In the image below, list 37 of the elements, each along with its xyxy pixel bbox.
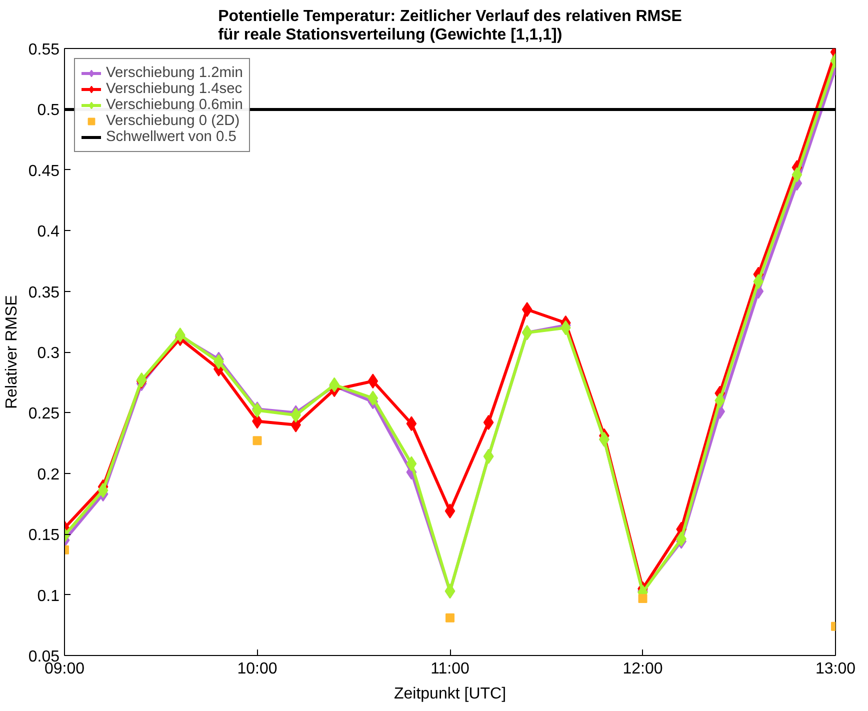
point: [792, 167, 802, 182]
point: [753, 274, 764, 290]
legend-label: Verschiebung 1.4sec: [106, 81, 242, 97]
point: [560, 320, 571, 336]
y-tick-label: 0.35: [28, 284, 60, 302]
legend-label: Verschiebung 1.2min: [106, 65, 243, 81]
point: [406, 416, 417, 432]
legend-label: Schwellwert von 0.5: [106, 129, 236, 145]
point: [406, 456, 417, 472]
y-axis-title: Relativer RMSE: [3, 295, 20, 409]
point: [483, 414, 494, 430]
point: [98, 482, 108, 498]
x-tick-label: 10:00: [237, 660, 278, 678]
y-tick-label: 0.3: [37, 345, 60, 362]
point: [638, 594, 648, 603]
legend-label: Verschiebung 0 (2D): [106, 113, 240, 129]
y-tick-label: 0.25: [28, 406, 60, 423]
point: [522, 302, 532, 318]
y-tick-label: 0.1: [37, 588, 60, 605]
point: [446, 613, 454, 622]
point: [368, 374, 378, 389]
y-tick-label: 0.15: [28, 527, 60, 544]
x-tick-label: 13:00: [815, 660, 856, 678]
y-tick-label: 0.4: [37, 224, 60, 241]
point: [444, 504, 456, 519]
y-tick-label: 0.55: [28, 42, 60, 58]
y-tick-label: 0.2: [37, 466, 60, 484]
chart-title: Potentielle Temperatur: Zeitlicher Verlauf des relativen RMSE für reale Stationsverteilung (Gewichte [1,1,1]): [218, 8, 682, 44]
point: [714, 393, 726, 408]
x-tick-label: 11:00: [430, 660, 470, 678]
y-tick-label: 0.45: [28, 162, 60, 180]
y-tick-label: 0.5: [37, 102, 60, 120]
point: [252, 436, 262, 446]
point: [368, 390, 378, 406]
x-tick-label: 12:00: [622, 660, 663, 678]
legend-label: Verschiebung 0.6min: [106, 97, 243, 113]
x-axis-title: Zeitpunkt [UTC]: [394, 686, 506, 702]
